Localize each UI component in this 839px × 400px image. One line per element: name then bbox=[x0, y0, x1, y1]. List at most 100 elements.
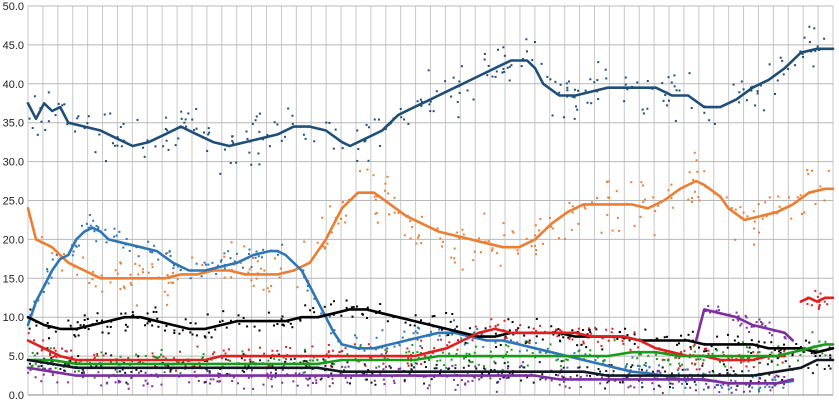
poll-point bbox=[252, 257, 255, 260]
poll-point bbox=[757, 351, 760, 354]
poll-point bbox=[303, 348, 306, 351]
poll-point bbox=[201, 264, 204, 267]
poll-point bbox=[207, 331, 210, 334]
poll-point bbox=[495, 390, 498, 393]
poll-point bbox=[383, 356, 386, 359]
poll-point bbox=[689, 386, 692, 389]
poll-point bbox=[730, 386, 733, 389]
poll-point bbox=[100, 364, 103, 367]
poll-point bbox=[643, 364, 646, 367]
poll-point bbox=[582, 340, 585, 343]
poll-point bbox=[188, 381, 191, 384]
poll-point bbox=[242, 353, 245, 356]
poll-point bbox=[681, 382, 684, 385]
poll-point bbox=[344, 366, 347, 369]
poll-point bbox=[638, 365, 641, 368]
poll-point bbox=[433, 314, 436, 317]
poll-point bbox=[47, 282, 50, 285]
poll-point bbox=[657, 204, 660, 207]
poll-point bbox=[225, 326, 228, 329]
poll-point bbox=[813, 352, 816, 355]
poll-point bbox=[393, 211, 396, 214]
poll-point bbox=[100, 384, 103, 387]
poll-point bbox=[414, 362, 417, 365]
poll-point bbox=[745, 326, 748, 329]
poll-point bbox=[821, 352, 824, 355]
poll-point bbox=[745, 316, 748, 319]
poll-point bbox=[764, 385, 767, 388]
poll-point bbox=[703, 350, 706, 353]
poll-point bbox=[195, 107, 198, 110]
poll-point bbox=[451, 364, 454, 367]
poll-point bbox=[299, 361, 302, 364]
poll-point bbox=[557, 374, 560, 377]
poll-point bbox=[436, 227, 439, 230]
poll-point bbox=[605, 369, 608, 372]
poll-point bbox=[803, 350, 806, 353]
poll-point bbox=[477, 363, 480, 366]
poll-point bbox=[595, 328, 598, 331]
poll-point bbox=[270, 385, 273, 388]
poll-point bbox=[107, 376, 110, 379]
poll-point bbox=[689, 346, 692, 349]
poll-point bbox=[230, 241, 233, 244]
poll-point bbox=[549, 343, 552, 346]
poll-point bbox=[783, 343, 786, 346]
poll-point bbox=[306, 284, 309, 287]
poll-point bbox=[737, 341, 740, 344]
poll-point bbox=[266, 287, 269, 290]
poll-point bbox=[330, 303, 333, 306]
poll-point bbox=[59, 367, 62, 370]
poll-point bbox=[284, 358, 287, 361]
poll-point bbox=[816, 363, 819, 366]
poll-point bbox=[348, 382, 351, 385]
poll-point bbox=[276, 349, 279, 352]
poll-point bbox=[439, 359, 442, 362]
poll-point bbox=[307, 384, 310, 387]
poll-point bbox=[601, 348, 604, 351]
poll-point bbox=[439, 237, 442, 240]
poll-point bbox=[327, 351, 330, 354]
poll-point bbox=[480, 251, 483, 254]
poll-point bbox=[247, 365, 250, 368]
poll-point bbox=[619, 381, 622, 384]
poll-point bbox=[678, 357, 681, 360]
poll-point bbox=[227, 250, 230, 253]
poll-point bbox=[65, 350, 68, 353]
poll-point bbox=[344, 376, 347, 379]
poll-point bbox=[388, 213, 391, 216]
poll-point bbox=[271, 365, 274, 368]
poll-point bbox=[237, 314, 240, 317]
poll-point bbox=[93, 353, 96, 356]
poll-point bbox=[174, 369, 177, 372]
poll-point bbox=[571, 329, 574, 332]
poll-point bbox=[222, 310, 225, 313]
poll-point bbox=[456, 384, 459, 387]
poll-point bbox=[511, 230, 514, 233]
poll-point bbox=[659, 371, 662, 374]
poll-point bbox=[357, 147, 360, 150]
poll-point bbox=[356, 305, 359, 308]
poll-point bbox=[819, 185, 822, 188]
poll-point bbox=[387, 192, 390, 195]
poll-point bbox=[74, 335, 77, 338]
poll-point bbox=[363, 140, 366, 143]
poll-point bbox=[247, 376, 250, 379]
poll-point bbox=[551, 227, 554, 230]
poll-point bbox=[654, 210, 657, 213]
poll-point bbox=[707, 352, 710, 355]
poll-point bbox=[684, 380, 687, 383]
poll-point bbox=[656, 369, 659, 372]
poll-point bbox=[156, 317, 159, 320]
poll-point bbox=[355, 336, 358, 339]
poll-point bbox=[365, 317, 368, 320]
poll-point bbox=[281, 315, 284, 318]
poll-point bbox=[711, 352, 714, 355]
poll-point bbox=[273, 121, 276, 124]
poll-point bbox=[179, 350, 182, 353]
poll-point bbox=[267, 311, 270, 314]
poll-point bbox=[638, 368, 641, 371]
poll-point bbox=[489, 377, 492, 380]
poll-point bbox=[118, 230, 121, 233]
poll-point bbox=[247, 271, 250, 274]
